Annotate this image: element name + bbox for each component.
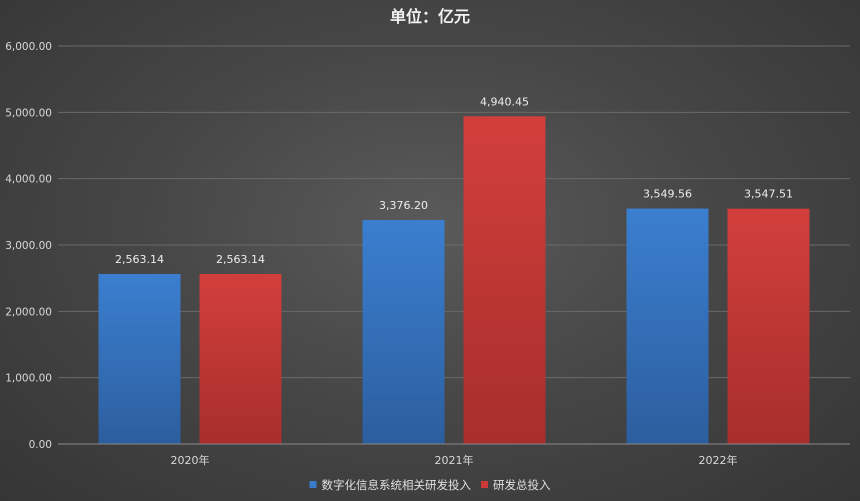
- bar-total-rd: [727, 208, 810, 444]
- y-tick-label: 6,000.00: [5, 41, 52, 53]
- legend-swatch: [309, 481, 317, 488]
- chart-title: 单位：亿元: [390, 7, 470, 26]
- x-tick-label: 2020年: [171, 453, 210, 467]
- data-label: 3,376.20: [379, 199, 428, 212]
- legend-item[interactable]: 研发总投入: [481, 478, 551, 492]
- y-tick-label: 1,000.00: [5, 373, 52, 385]
- data-label: 2,563.14: [216, 253, 265, 266]
- y-tick-label: 4,000.00: [5, 174, 52, 186]
- data-label: 3,549.56: [643, 188, 692, 201]
- bar-total-rd: [199, 273, 282, 444]
- legend-label: 数字化信息系统相关研发投入: [322, 478, 472, 492]
- legend-label: 研发总投入: [493, 478, 551, 492]
- data-label: 3,547.51: [744, 188, 793, 201]
- x-tick-label: 2022年: [699, 453, 738, 467]
- legend-swatch: [481, 481, 488, 488]
- y-tick-label: 0.00: [29, 439, 52, 451]
- y-tick-label: 2,000.00: [5, 306, 52, 318]
- bar-digital-rd: [362, 220, 445, 444]
- data-label: 2,563.14: [115, 253, 164, 266]
- bar-digital-rd: [98, 273, 181, 444]
- legend-item[interactable]: 数字化信息系统相关研发投入: [309, 478, 472, 492]
- y-tick-label: 3,000.00: [5, 240, 52, 252]
- data-label: 4,940.45: [480, 95, 529, 108]
- bar-total-rd: [463, 116, 546, 445]
- y-tick-label: 5,000.00: [5, 107, 52, 119]
- x-tick-label: 2021年: [435, 453, 474, 467]
- bar-digital-rd: [626, 208, 709, 444]
